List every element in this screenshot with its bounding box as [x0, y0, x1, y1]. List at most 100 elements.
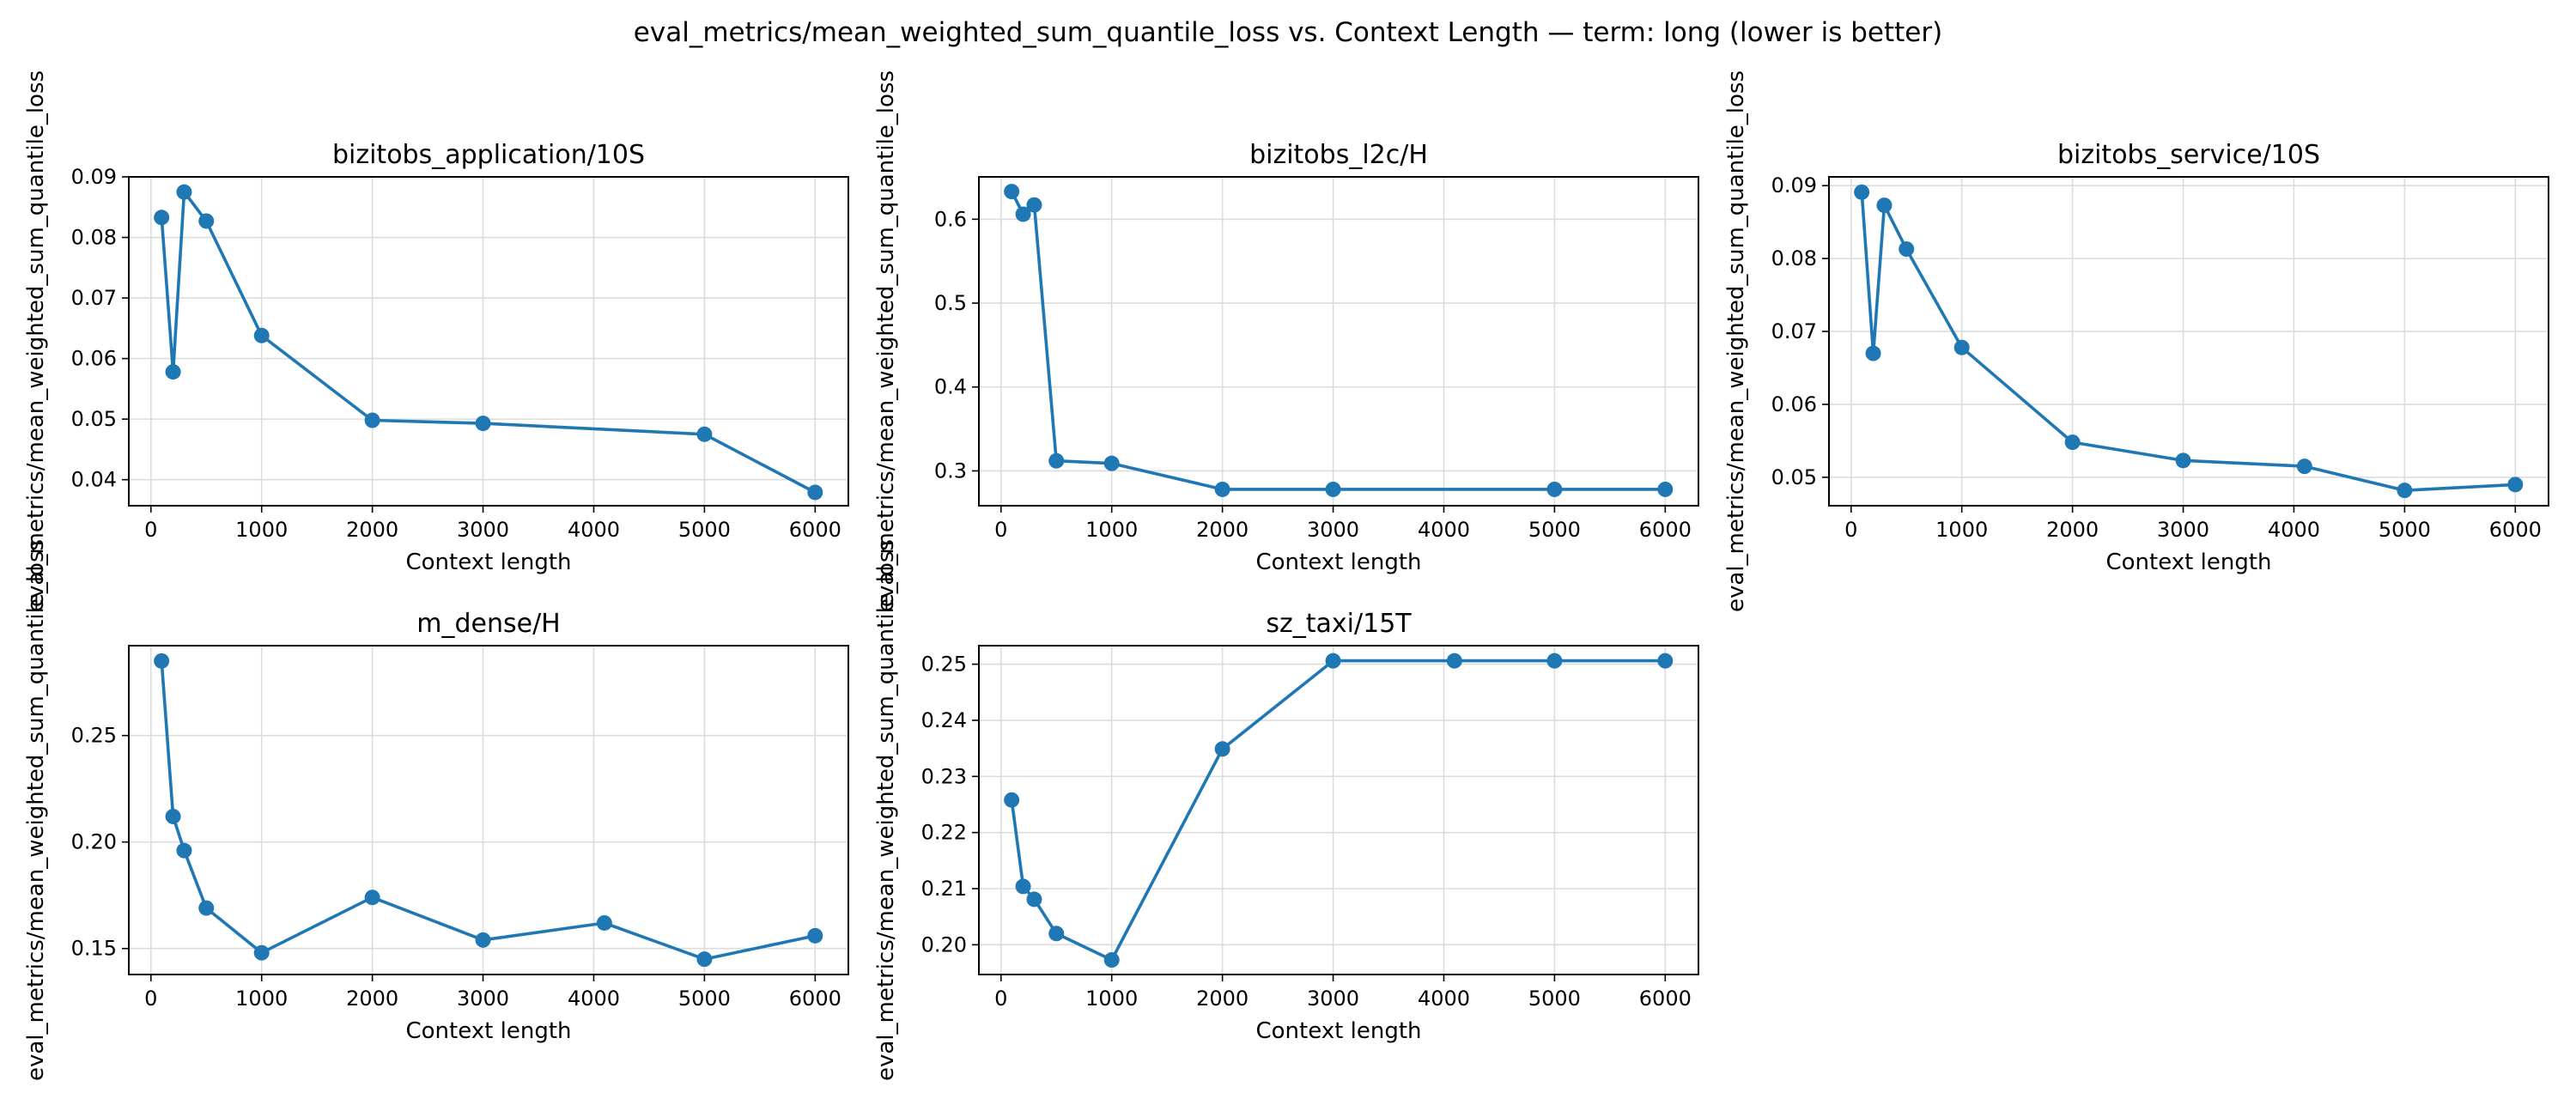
x-tick-label: 4000 — [1418, 987, 1470, 1011]
x-axis-label: Context length — [1256, 1018, 1422, 1044]
data-point — [2397, 483, 2413, 499]
data-point — [1004, 184, 1020, 200]
data-point — [176, 842, 192, 859]
y-tick-label: 0.4 — [934, 375, 967, 399]
y-axis-label: eval_metrics/mean_weighted_sum_quantile_… — [873, 70, 899, 612]
data-point — [807, 484, 823, 501]
subplot-5: 0 1000 2000 3000 4000 5000 6000 0.20 0.21 0.22 0.2… — [873, 539, 1699, 1081]
data-point — [696, 426, 713, 442]
x-tick-label: 1000 — [1935, 518, 1988, 542]
data-point — [165, 364, 181, 380]
data-point — [165, 808, 181, 824]
axes-frame — [978, 176, 1699, 507]
data-point — [1446, 653, 1462, 669]
x-tick-label: 5000 — [1528, 518, 1581, 542]
subplot-title: bizitobs_l2c/H — [1249, 140, 1428, 170]
data-point — [1899, 241, 1915, 258]
data-point — [1004, 792, 1020, 808]
data-point — [1876, 197, 1893, 214]
subplot-title: bizitobs_service/10S — [2057, 140, 2320, 170]
x-tick-label: 0 — [994, 987, 1007, 1011]
data-point — [364, 890, 380, 906]
data-point — [1015, 878, 1031, 895]
y-tick-label: 0.3 — [934, 458, 967, 483]
series-line — [1860, 191, 2516, 493]
y-axis-label: eval_metrics/mean_weighted_sum_quantile_… — [1723, 70, 1749, 612]
y-tick-label: 0.23 — [921, 764, 967, 788]
data-point — [1657, 653, 1674, 669]
data-point — [2507, 477, 2524, 493]
x-tick-label: 4000 — [2268, 518, 2320, 542]
axes-frame — [978, 645, 1699, 975]
y-tick-label: 0.09 — [1771, 173, 1817, 197]
x-tick-label: 0 — [144, 518, 157, 542]
x-tick-label: 6000 — [789, 987, 841, 1011]
data-point — [176, 184, 192, 200]
x-tick-label: 4000 — [568, 518, 620, 542]
data-point — [1546, 481, 1563, 497]
data-point — [1325, 653, 1341, 669]
y-tick-label: 0.08 — [71, 226, 117, 250]
y-tick-label: 0.22 — [921, 821, 967, 845]
y-tick-label: 0.5 — [934, 291, 967, 315]
data-point — [1026, 197, 1042, 213]
x-tick-label: 2000 — [346, 518, 398, 542]
axes-frame — [1828, 176, 2549, 507]
data-point — [1325, 481, 1341, 497]
y-tick-label: 0.07 — [71, 286, 117, 310]
data-point — [154, 653, 170, 669]
subplot-4: 0 1000 2000 3000 4000 5000 6000 0.15 0.20 0.25 m_d… — [23, 539, 849, 1081]
y-tick-label: 0.09 — [71, 165, 117, 189]
data-point — [364, 412, 380, 428]
subplot-3: 0 1000 2000 3000 4000 5000 6000 0.05 0.06 0.07 0.0… — [1723, 70, 2549, 612]
series-line — [160, 660, 816, 961]
data-point — [154, 209, 170, 226]
x-tick-label: 5000 — [1528, 987, 1581, 1011]
x-tick-label: 3000 — [457, 518, 509, 542]
data-point — [475, 932, 491, 948]
x-tick-label: 6000 — [789, 518, 841, 542]
x-tick-label: 1000 — [235, 987, 288, 1011]
data-point — [2296, 458, 2312, 475]
data-point — [696, 951, 713, 968]
x-tick-label: 4000 — [1418, 518, 1470, 542]
data-point — [1048, 926, 1065, 942]
x-axis-label: Context length — [2106, 550, 2272, 575]
x-tick-label: 0 — [994, 518, 1007, 542]
x-tick-label: 0 — [1844, 518, 1857, 542]
x-tick-label: 3000 — [457, 987, 509, 1011]
subplot-title: sz_taxi/15T — [1266, 609, 1412, 639]
x-tick-label: 1000 — [235, 518, 288, 542]
figure-suptitle: eval_metrics/mean_weighted_sum_quantile_… — [634, 17, 1942, 48]
series-line — [1010, 191, 1666, 491]
data-point — [253, 327, 270, 343]
x-tick-label: 1000 — [1085, 987, 1138, 1011]
subplot-1: 0 1000 2000 3000 4000 5000 6000 0.04 0.05 0.06 0.0… — [23, 70, 849, 612]
x-tick-label: 5000 — [2379, 518, 2431, 542]
y-axis-label: eval_metrics/mean_weighted_sum_quantile_… — [873, 539, 899, 1081]
x-tick-label: 5000 — [678, 518, 731, 542]
y-tick-label: 0.05 — [71, 407, 117, 431]
y-tick-label: 0.05 — [1771, 465, 1817, 489]
x-tick-label: 5000 — [678, 987, 731, 1011]
x-tick-label: 2000 — [1196, 987, 1249, 1011]
x-tick-label: 1000 — [1085, 518, 1138, 542]
data-point — [2064, 434, 2081, 451]
data-point — [1854, 184, 1870, 200]
data-point — [1657, 481, 1674, 497]
y-tick-label: 0.20 — [71, 830, 117, 854]
data-point — [596, 914, 612, 931]
y-tick-label: 0.25 — [71, 724, 117, 748]
data-point — [1214, 481, 1230, 497]
x-tick-label: 3000 — [2157, 518, 2209, 542]
subplot-2: 0 1000 2000 3000 4000 5000 6000 0.3 0.4 0.5 0.6 biz… — [873, 70, 1699, 612]
y-tick-label: 0.21 — [921, 877, 967, 901]
y-tick-label: 0.15 — [71, 937, 117, 961]
y-tick-label: 0.04 — [71, 468, 117, 492]
y-tick-label: 0.07 — [1771, 319, 1817, 343]
data-point — [2175, 452, 2191, 469]
data-point — [475, 416, 491, 432]
x-tick-label: 3000 — [1307, 987, 1359, 1011]
data-point — [1048, 452, 1065, 469]
